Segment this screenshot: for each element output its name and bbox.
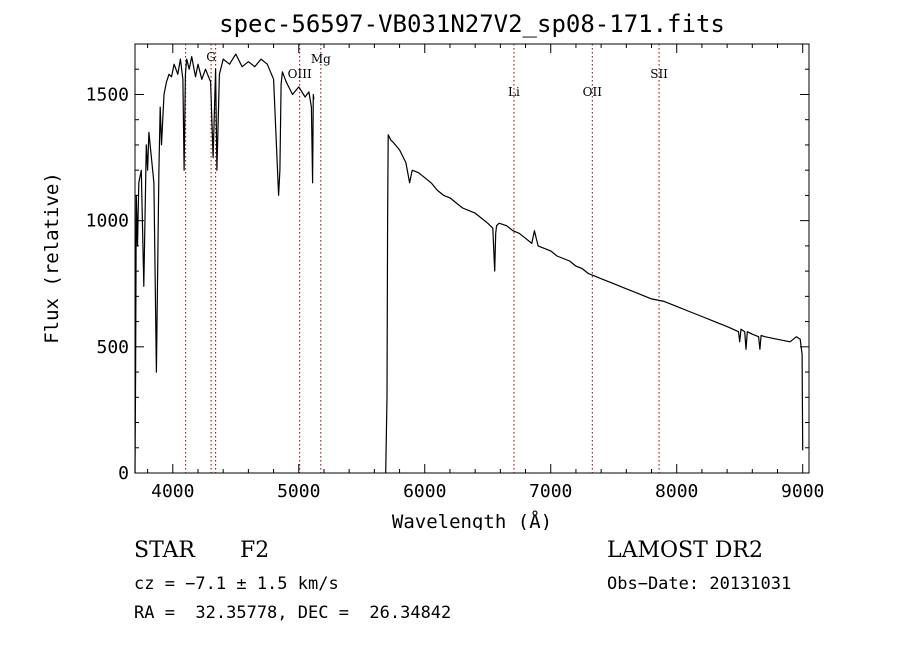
y-tick-label-1: 500 (96, 337, 129, 358)
y-tick-label-0: 0 (118, 463, 129, 484)
marker-label-7: SII (650, 67, 668, 81)
marker-label-5: Li (508, 85, 520, 99)
marker-label-6: OII (583, 85, 603, 99)
x-tick-label-1: 5000 (277, 481, 320, 502)
marker-label-3: OIII (288, 67, 312, 81)
y-tick-label-2: 1000 (86, 211, 129, 232)
x-axis-label: Wavelength (Å) (392, 510, 552, 530)
spectrum-segment-1 (385, 134, 804, 474)
spectral-subclass: F2 (240, 538, 270, 563)
observation-date: Obs−Date: 20131031 (607, 574, 792, 594)
y-axis-label: Flux (relative) (41, 172, 63, 344)
spectrum-series (134, 53, 804, 474)
x-tick-label-4: 8000 (655, 481, 698, 502)
redshift-velocity: cz = −7.1 ± 1.5 km/s (134, 574, 339, 594)
x-axis-ticks: 4000 5000 6000 7000 8000 9000 (147, 44, 824, 502)
spectrum-segment-0 (134, 53, 315, 474)
x-tick-label-3: 7000 (529, 481, 572, 502)
y-tick-label-3: 1500 (86, 84, 129, 105)
spectrum-chart: spec-56597-VB031N27V2_sp08-171.fits G OII… (41, 10, 824, 530)
x-tick-label-5: 9000 (781, 481, 824, 502)
x-tick-label-0: 4000 (151, 481, 194, 502)
x-tick-label-2: 6000 (403, 481, 446, 502)
sky-coordinates: RA = 32.35778, DEC = 26.34842 (134, 603, 452, 623)
marker-label-4: Mg (311, 52, 331, 66)
y-axis-ticks: 0 500 1000 1500 (86, 43, 809, 484)
survey-name: LAMOST DR2 (607, 538, 763, 563)
object-class: STAR (134, 538, 195, 563)
plot-frame (134, 43, 810, 474)
marker-label-0: G (206, 50, 216, 64)
chart-title: spec-56597-VB031N27V2_sp08-171.fits (219, 10, 725, 38)
